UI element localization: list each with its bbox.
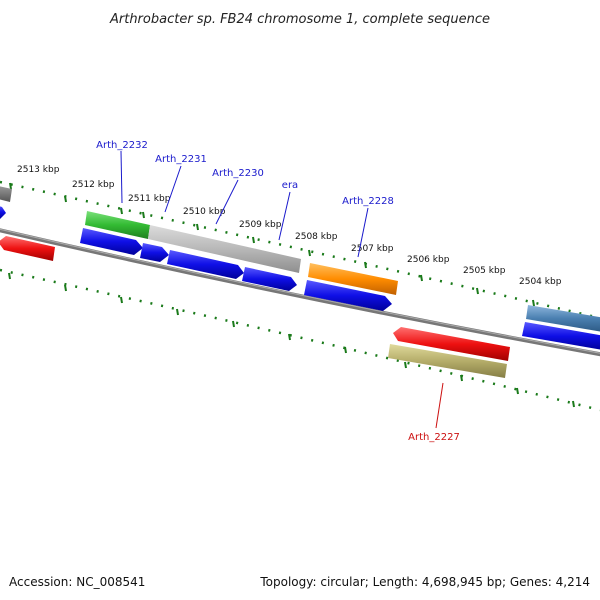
lower-tick-track bbox=[0, 268, 600, 412]
major-tick bbox=[344, 346, 347, 354]
gene-feature-steel-blue[interactable] bbox=[526, 305, 600, 332]
gene-feature-blue[interactable] bbox=[0, 205, 6, 219]
major-tick bbox=[196, 223, 199, 231]
gene-feature-blue[interactable] bbox=[242, 267, 297, 291]
map-title: Arthrobacter sp. FB24 chromosome 1, comp… bbox=[109, 12, 490, 27]
major-tick bbox=[142, 211, 145, 219]
tick-label: 2506 kbp bbox=[407, 255, 450, 265]
major-tick bbox=[176, 308, 179, 316]
gene-feature-blue[interactable] bbox=[167, 250, 244, 279]
major-tick bbox=[232, 320, 235, 328]
upper-dotted-ring bbox=[0, 180, 600, 320]
gene-label-arth-2230[interactable]: Arth_2230 bbox=[212, 168, 264, 179]
tick-label: 2512 kbp bbox=[72, 180, 115, 190]
label-leader-line bbox=[435, 382, 444, 429]
major-tick bbox=[9, 182, 12, 190]
label-leader-line bbox=[164, 165, 182, 213]
major-tick bbox=[288, 333, 291, 341]
major-tick bbox=[420, 274, 423, 282]
gene-feature-blue[interactable] bbox=[140, 243, 169, 262]
major-tick bbox=[460, 374, 463, 382]
gene-feature-red[interactable] bbox=[0, 236, 55, 261]
gene-feature-arth-2232[interactable] bbox=[85, 211, 150, 239]
forward-strand-genes bbox=[0, 186, 600, 332]
label-leader-line bbox=[278, 191, 291, 241]
major-tick bbox=[64, 284, 67, 292]
gene-label-arth-2227[interactable]: Arth_2227 bbox=[408, 432, 460, 443]
gene-feature-arth-2231[interactable] bbox=[148, 225, 301, 273]
gene-labels: Arth_2232 Arth_2231 Arth_2230 era Arth_2… bbox=[96, 140, 460, 443]
blue-gene-row bbox=[0, 205, 600, 350]
label-leader-line bbox=[120, 150, 123, 204]
gene-feature-era[interactable] bbox=[308, 263, 398, 295]
major-tick bbox=[8, 272, 11, 280]
tick-label: 2513 kbp bbox=[17, 165, 60, 175]
major-tick bbox=[364, 261, 367, 269]
major-tick bbox=[532, 299, 535, 307]
label-leader-line bbox=[215, 179, 239, 225]
tick-label: 2511 kbp bbox=[128, 194, 171, 204]
chromosome-backbone-highlight bbox=[0, 228, 600, 354]
major-tick bbox=[476, 287, 479, 295]
gene-feature-arth-2227-a[interactable] bbox=[393, 327, 510, 361]
tick-label: 2504 kbp bbox=[519, 277, 562, 287]
major-tick bbox=[120, 296, 123, 304]
gene-feature-arth-2227-b[interactable] bbox=[388, 344, 507, 378]
tick-label: 2507 kbp bbox=[351, 244, 394, 254]
gene-label-era[interactable]: era bbox=[282, 180, 298, 191]
gene-feature-dark-grey[interactable] bbox=[0, 186, 12, 202]
gene-feature-blue[interactable] bbox=[80, 228, 143, 255]
gene-feature-blue[interactable] bbox=[304, 280, 392, 311]
tick-label: 2508 kbp bbox=[295, 232, 338, 242]
major-tick bbox=[572, 400, 575, 408]
tick-label: 2509 kbp bbox=[239, 220, 282, 230]
major-tick bbox=[252, 236, 255, 244]
major-tick bbox=[308, 249, 311, 257]
reverse-strand-genes bbox=[0, 236, 510, 378]
tick-label: 2510 kbp bbox=[183, 207, 226, 217]
gene-label-arth-2228[interactable]: Arth_2228 bbox=[342, 196, 394, 207]
major-tick bbox=[404, 361, 407, 369]
major-tick bbox=[516, 387, 519, 395]
chromosome-backbone bbox=[0, 228, 600, 357]
gene-feature-blue[interactable] bbox=[522, 322, 600, 350]
upper-tick-track: 2513 kbp 2512 kbp 2511 kbp 2510 kbp 2509… bbox=[0, 165, 600, 320]
tick-label: 2505 kbp bbox=[463, 266, 506, 276]
summary-text: Topology: circular; Length: 4,698,945 bp… bbox=[259, 575, 590, 589]
major-tick bbox=[120, 207, 123, 215]
lower-dotted-ring bbox=[0, 268, 600, 412]
major-tick bbox=[64, 195, 67, 203]
accession-text: Accession: NC_008541 bbox=[9, 575, 145, 589]
gene-label-arth-2232[interactable]: Arth_2232 bbox=[96, 140, 148, 151]
gene-label-arth-2231[interactable]: Arth_2231 bbox=[155, 154, 207, 165]
label-leader-line bbox=[357, 207, 369, 258]
